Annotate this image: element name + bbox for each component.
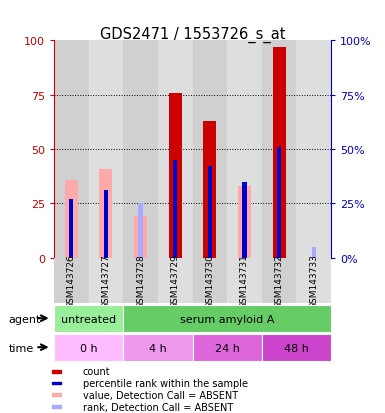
Bar: [123, 335, 192, 361]
Bar: [192, 335, 262, 361]
Bar: [54, 306, 123, 332]
Bar: [158, 41, 192, 258]
Bar: [262, 41, 296, 258]
Bar: [123, 306, 331, 332]
Bar: [65, 180, 78, 258]
Bar: [192, 258, 227, 304]
Bar: [89, 41, 123, 258]
Bar: [99, 169, 112, 258]
Bar: [273, 48, 286, 258]
Bar: [243, 182, 246, 258]
Text: agent: agent: [8, 314, 41, 324]
Text: value, Detection Call = ABSENT: value, Detection Call = ABSENT: [82, 390, 238, 400]
Bar: [296, 258, 331, 304]
Bar: [123, 41, 158, 258]
Bar: [54, 335, 123, 361]
Bar: [227, 41, 262, 258]
Bar: [54, 258, 89, 304]
Bar: [139, 204, 142, 258]
Bar: [277, 147, 281, 258]
Text: serum amyloid A: serum amyloid A: [180, 314, 275, 324]
Bar: [52, 382, 61, 385]
Bar: [104, 191, 108, 258]
Bar: [158, 258, 192, 304]
Bar: [262, 335, 331, 361]
Text: 24 h: 24 h: [215, 343, 239, 353]
Text: GSM143729: GSM143729: [171, 254, 180, 308]
Bar: [69, 199, 73, 258]
Text: count: count: [82, 366, 110, 376]
Bar: [203, 121, 216, 258]
Text: percentile rank within the sample: percentile rank within the sample: [82, 378, 248, 388]
Text: GSM143732: GSM143732: [275, 254, 284, 308]
Bar: [169, 93, 182, 258]
Text: GSM143731: GSM143731: [240, 254, 249, 308]
Bar: [296, 41, 331, 258]
Text: GSM143727: GSM143727: [101, 254, 110, 308]
Bar: [52, 406, 61, 408]
Text: GSM143730: GSM143730: [205, 254, 214, 308]
Text: rank, Detection Call = ABSENT: rank, Detection Call = ABSENT: [82, 402, 233, 412]
Bar: [54, 41, 89, 258]
Bar: [262, 258, 296, 304]
Bar: [123, 258, 158, 304]
Text: GSM143726: GSM143726: [67, 254, 76, 308]
Text: untreated: untreated: [61, 314, 116, 324]
Bar: [52, 394, 61, 396]
Text: GSM143728: GSM143728: [136, 254, 145, 308]
Bar: [208, 167, 212, 258]
Bar: [192, 41, 227, 258]
Text: 0 h: 0 h: [80, 343, 97, 353]
Bar: [173, 161, 177, 258]
Text: 48 h: 48 h: [284, 343, 309, 353]
Bar: [52, 370, 61, 373]
Bar: [238, 187, 251, 258]
Bar: [227, 258, 262, 304]
Text: GSM143733: GSM143733: [309, 254, 318, 308]
Bar: [312, 247, 316, 258]
Text: time: time: [8, 343, 34, 353]
Text: GDS2471 / 1553726_s_at: GDS2471 / 1553726_s_at: [100, 27, 285, 43]
Bar: [89, 258, 123, 304]
Text: 4 h: 4 h: [149, 343, 167, 353]
Bar: [134, 217, 147, 258]
